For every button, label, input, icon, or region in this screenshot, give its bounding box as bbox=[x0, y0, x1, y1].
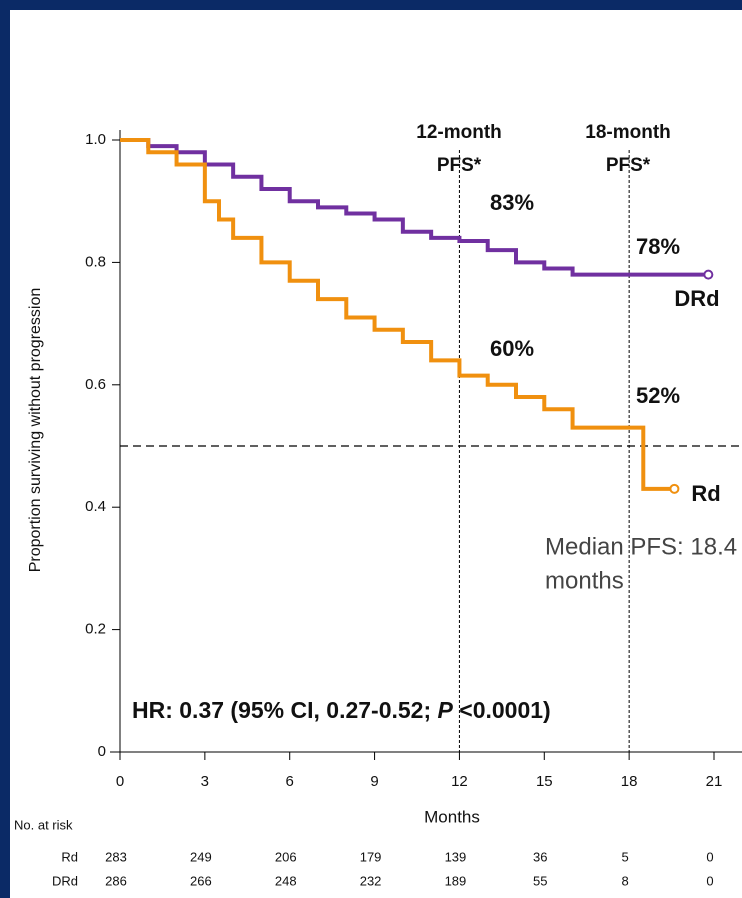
at-risk-count: 36 bbox=[533, 849, 547, 864]
landmark-value: 83% bbox=[490, 190, 534, 215]
series-label: DRd bbox=[674, 286, 719, 311]
at-risk-count: 179 bbox=[360, 849, 382, 864]
end-marker bbox=[703, 269, 714, 280]
x-tick-label: 3 bbox=[201, 773, 209, 790]
at-risk-count: 0 bbox=[706, 849, 713, 864]
at-risk-count: 286 bbox=[105, 873, 127, 888]
series-label: Rd bbox=[691, 481, 720, 506]
survival-curve bbox=[120, 138, 709, 277]
median-note: Median PFS: 18.4 bbox=[545, 533, 737, 560]
x-tick-label: 18 bbox=[621, 773, 638, 790]
at-risk-count: 232 bbox=[360, 873, 382, 888]
hr-note: HR: 0.37 (95% CI, 0.27-0.52; P <0.0001) bbox=[132, 697, 551, 723]
at-risk-name: Rd bbox=[61, 849, 78, 864]
hr-p: P bbox=[438, 697, 454, 723]
hr-text: <0.0001) bbox=[453, 697, 551, 723]
landmark-value: 78% bbox=[636, 234, 680, 259]
median-note: months bbox=[545, 567, 624, 594]
at-risk-name: DRd bbox=[52, 873, 78, 888]
at-risk-count: 0 bbox=[706, 873, 713, 888]
landmark-header: PFS* bbox=[437, 155, 482, 176]
x-tick-label: 21 bbox=[706, 773, 723, 790]
landmark-header: PFS* bbox=[606, 155, 651, 176]
x-tick-label: 6 bbox=[286, 773, 294, 790]
at-risk-count: 206 bbox=[275, 849, 297, 864]
y-tick-label: 0.8 bbox=[85, 253, 106, 270]
at-risk-count: 5 bbox=[622, 849, 629, 864]
x-tick-label: 15 bbox=[536, 773, 553, 790]
at-risk-count: 55 bbox=[533, 873, 547, 888]
hr-text: HR: 0.37 (95% CI, 0.27-0.52; bbox=[132, 697, 438, 723]
y-tick-label: 0.4 bbox=[85, 498, 106, 515]
y-tick-label: 1.0 bbox=[85, 131, 106, 148]
x-tick-label: 12 bbox=[451, 773, 468, 790]
at-risk-count: 8 bbox=[622, 873, 629, 888]
landmark-header: 18-month bbox=[585, 122, 671, 143]
y-tick-label: 0.6 bbox=[85, 376, 106, 393]
y-tick-label: 0 bbox=[98, 743, 106, 760]
at-risk-count: 249 bbox=[190, 849, 212, 864]
y-axis-label: Proportion surviving without progression bbox=[27, 288, 44, 573]
survival-curve bbox=[120, 138, 675, 491]
x-tick-label: 0 bbox=[116, 773, 124, 790]
at-risk-count: 283 bbox=[105, 849, 127, 864]
y-tick-label: 0.2 bbox=[85, 621, 106, 638]
landmark-header: 12-month bbox=[416, 122, 502, 143]
at-risk-count: 266 bbox=[190, 873, 212, 888]
panel bbox=[10, 10, 742, 898]
end-marker bbox=[669, 483, 680, 494]
landmark-value: 60% bbox=[490, 336, 534, 361]
landmark-value: 52% bbox=[636, 383, 680, 408]
at-risk-count: 248 bbox=[275, 873, 297, 888]
x-tick-label: 9 bbox=[370, 773, 378, 790]
x-axis-label: Months bbox=[424, 807, 480, 826]
at-risk-count: 189 bbox=[445, 873, 467, 888]
at-risk-title: No. at risk bbox=[14, 817, 73, 832]
at-risk-count: 139 bbox=[445, 849, 467, 864]
